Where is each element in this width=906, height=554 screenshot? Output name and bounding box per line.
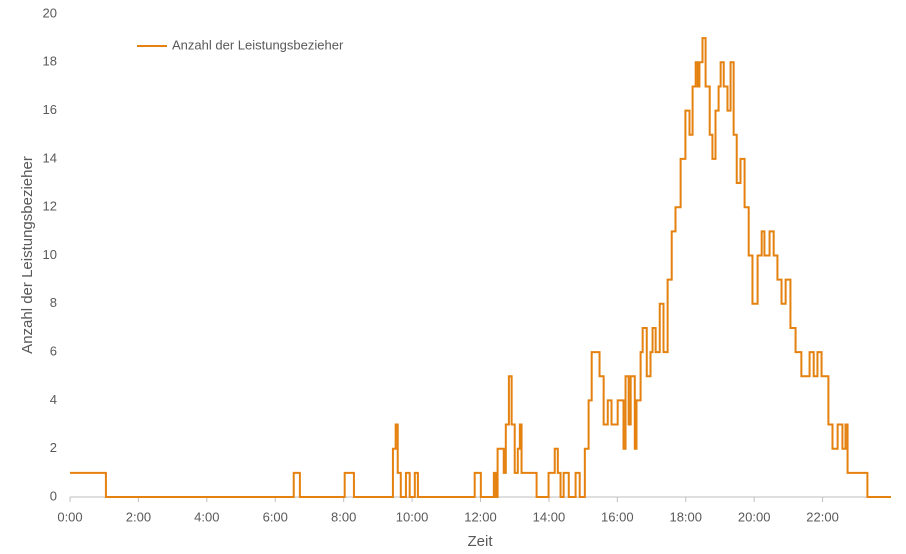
x-tick-label: 20:00 [738,509,771,524]
legend-label: Anzahl der Leistungsbezieher [172,37,344,52]
y-tick-label: 8 [50,295,57,310]
y-tick-label: 18 [43,54,57,69]
y-tick-label: 12 [43,199,57,214]
x-axis-title: Zeit [467,533,493,550]
x-tick-label: 6:00 [263,509,288,524]
y-tick-label: 6 [50,344,57,359]
x-tick-label: 8:00 [331,509,356,524]
y-tick-label: 4 [50,392,57,407]
x-tick-label: 4:00 [194,509,219,524]
y-axis-title: Anzahl der Leistungsbezieher [19,156,36,354]
x-tick-label: 2:00 [126,509,151,524]
x-tick-label: 16:00 [601,509,634,524]
y-tick-label: 14 [43,150,57,165]
x-tick-label: 18:00 [669,509,702,524]
x-tick-label: 0:00 [57,509,82,524]
y-tick-label: 2 [50,440,57,455]
data-line [70,37,891,498]
x-tick-label: 10:00 [396,509,429,524]
y-tick-label: 20 [43,5,57,20]
x-tick-label: 14:00 [533,509,566,524]
x-tick-label: 12:00 [464,509,497,524]
y-tick-label: 0 [50,488,57,503]
x-tick-label: 22:00 [806,509,839,524]
y-tick-label: 16 [43,102,57,117]
y-tick-label: 10 [43,247,57,262]
